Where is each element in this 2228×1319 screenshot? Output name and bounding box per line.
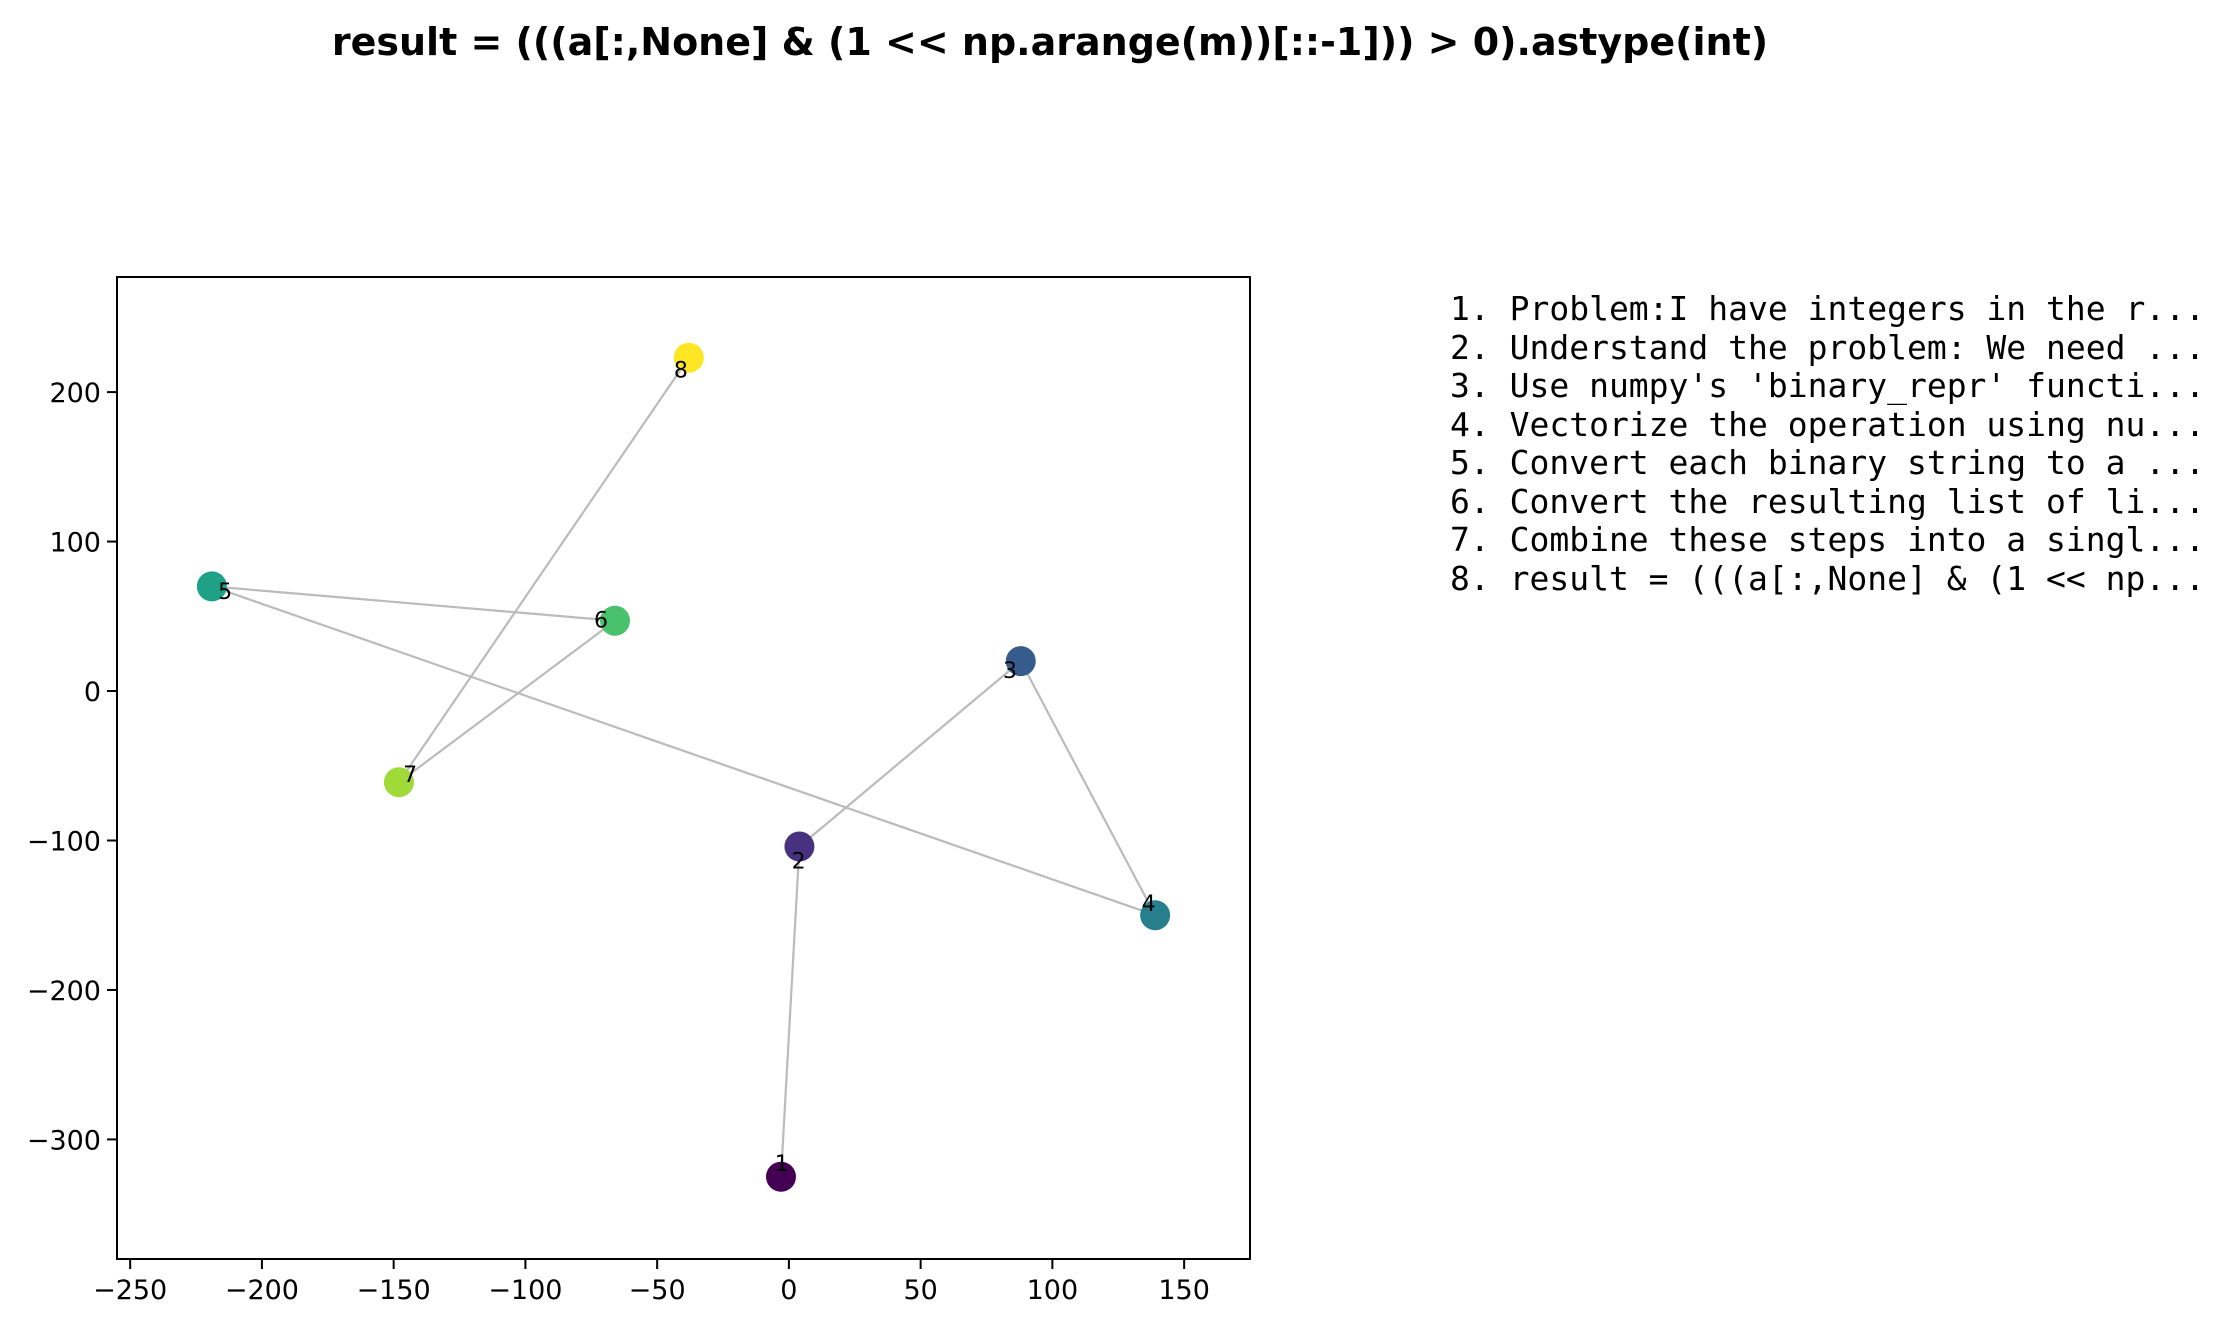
point-label: 7 (403, 763, 417, 788)
x-tick-label: 0 (780, 1275, 797, 1306)
plot-area-frame (116, 276, 1251, 1260)
y-tick-label: 200 (49, 378, 101, 409)
edge-line (398, 619, 616, 784)
step-item: 1. Problem:I have integers in the r... (1450, 289, 2205, 328)
point-label: 2 (792, 849, 806, 874)
edge-line (211, 585, 1156, 917)
scatter-point (1005, 646, 1036, 677)
scatter-point (1140, 900, 1171, 931)
x-tick-label: 100 (1027, 1275, 1079, 1306)
x-tick-label: 50 (903, 1275, 937, 1306)
scatter-point (673, 342, 704, 373)
edge-line (398, 357, 690, 783)
step-item: 4. Vectorize the operation using nu... (1450, 404, 2205, 444)
edge-line (1019, 660, 1157, 916)
x-tick-label: −200 (225, 1275, 299, 1306)
point-label: 6 (594, 609, 608, 634)
scatter-point (599, 605, 630, 636)
point-label: 5 (218, 580, 232, 605)
edge-line (211, 585, 616, 622)
x-axis-ticks: −250 −200 −150 −100 −50 0 50 100 150 (93, 1259, 1210, 1306)
scatter-point (765, 1161, 796, 1192)
y-tick-label: −200 (27, 976, 101, 1007)
edge-layer (211, 357, 1157, 1177)
y-tick-label: −100 (27, 826, 101, 857)
point-label: 4 (1142, 892, 1156, 917)
point-label-layer: 1 2 3 4 5 6 7 8 (218, 358, 1156, 1177)
step-item: 3. Use numpy's 'binary_repr' functi... (1450, 366, 2205, 405)
point-layer (196, 342, 1171, 1192)
x-tick-label: −250 (93, 1275, 167, 1306)
x-tick-label: −100 (488, 1275, 562, 1306)
scatter-point (196, 571, 227, 602)
y-tick-label: 100 (49, 528, 101, 559)
scatter-point (383, 767, 414, 798)
y-tick-label: 0 (84, 677, 101, 708)
x-tick-label: −150 (357, 1275, 431, 1306)
step-item: 5. Convert each binary string to a ... (1450, 443, 2205, 482)
scatter-point (784, 831, 815, 862)
point-label: 3 (1003, 659, 1017, 684)
point-label: 8 (674, 358, 688, 383)
step-item: 2. Understand the problem: We need ... (1450, 327, 2205, 367)
chart-title: result = (((a[:,None] & (1 << np.arange(… (331, 20, 1769, 64)
step-item: 8. result = (((a[:,None] & (1 << np... (1450, 558, 2205, 598)
edge-line (798, 660, 1022, 848)
y-axis-ticks: −300 −200 −100 0 100 200 (27, 378, 117, 1156)
step-item: 7. Combine these steps into a singl... (1450, 520, 2205, 559)
x-tick-label: 150 (1158, 1275, 1210, 1306)
edge-line (779, 846, 801, 1177)
step-item: 6. Convert the resulting list of li... (1450, 481, 2205, 521)
point-label: 1 (775, 1152, 789, 1177)
step-list: 1. Problem:I have integers in the r... 2.… (1450, 289, 2205, 598)
y-tick-label: −300 (27, 1125, 101, 1156)
x-tick-label: −50 (629, 1275, 686, 1306)
